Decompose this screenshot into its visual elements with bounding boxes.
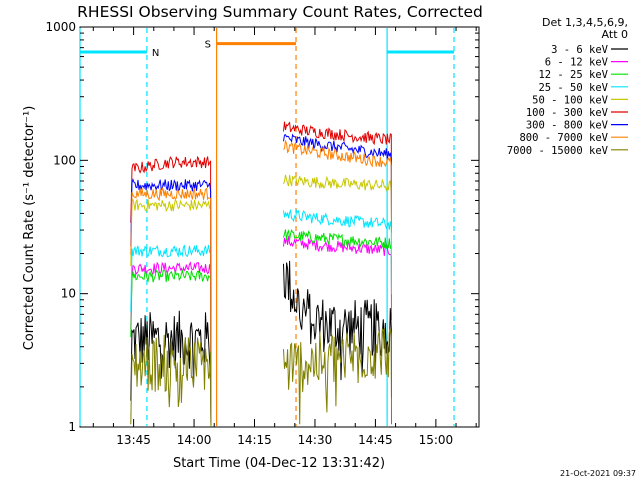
x-tick-label: 15:00 [419, 433, 454, 447]
x-tick-label: 14:15 [237, 433, 272, 447]
status-bars [80, 42, 455, 54]
series-line-segment-1 [130, 334, 212, 428]
series-line-segment-1 [130, 261, 212, 428]
y-tick-label: 10 [61, 287, 76, 301]
series-line-segment-2 [283, 260, 392, 399]
legend-header-line-1: Det 1,3,4,5,6,9, [542, 16, 628, 29]
legend-entry-label: 7000 - 15000 keV [507, 145, 609, 157]
legend-entry-label: 800 - 7000 keV [519, 132, 608, 144]
series-line-segment-1 [130, 244, 212, 428]
legend-entry-label: 25 - 50 keV [538, 82, 608, 94]
series-line-segment-2 [283, 228, 392, 313]
series-line-segment-2 [283, 236, 392, 321]
series-line-segment-1 [130, 178, 212, 428]
series-line-segment-1 [130, 268, 212, 428]
series-line-segment-2 [283, 140, 392, 233]
legend-entry-label: 300 - 800 keV [526, 120, 609, 132]
y-tick-label: 1000 [45, 20, 76, 34]
series-line-segment-1 [130, 186, 212, 428]
series-line-segment-2 [283, 133, 392, 225]
series-line-segment-2 [283, 174, 392, 256]
night-label: N [152, 48, 159, 59]
chart-title: RHESSI Observing Summary Count Rates, Co… [77, 3, 483, 21]
series-lines [130, 121, 392, 428]
saa-label: S [205, 40, 211, 51]
plot-area: 1 10 100 1000 13:45 14:00 14:15 14:30 14:45 15:0… [45, 20, 480, 447]
legend-entry-label: 12 - 25 keV [538, 69, 608, 81]
y-tick-label: 1 [68, 420, 76, 434]
series-line-segment-2 [283, 208, 392, 295]
series-line-segment-1 [130, 155, 212, 428]
x-axis-ticks: 13:45 14:00 14:15 14:30 14:45 15:00 [92, 27, 477, 447]
footer-timestamp: 21-Oct-2021 09:37 [560, 469, 636, 478]
y-axis-ticks: 1 10 100 1000 [45, 20, 479, 434]
x-tick-label: 13:45 [116, 433, 151, 447]
y-axis-label: Corrected Count Rate (s⁻¹ detector⁻¹) [22, 106, 37, 351]
series-line-segment-2 [283, 121, 392, 210]
x-axis-label: Start Time (04-Dec-12 13:31:42) [173, 456, 385, 471]
plot-frame [79, 26, 480, 428]
legend-entry-label: 3 - 6 keV [551, 44, 609, 56]
y-tick-label: 100 [53, 153, 76, 167]
series-line-segment-1 [130, 310, 212, 428]
series-line-segment-2 [283, 327, 392, 425]
x-tick-label: 14:00 [177, 433, 212, 447]
legend-entry-label: 100 - 300 keV [526, 107, 609, 119]
legend-header-line-2: Att 0 [602, 28, 628, 41]
legend-entry-label: 6 - 12 keV [545, 57, 609, 69]
series-line-segment-1 [130, 198, 212, 428]
x-tick-label: 14:45 [358, 433, 393, 447]
legend-entry-label: 50 - 100 keV [532, 94, 609, 106]
x-tick-label: 14:30 [298, 433, 333, 447]
